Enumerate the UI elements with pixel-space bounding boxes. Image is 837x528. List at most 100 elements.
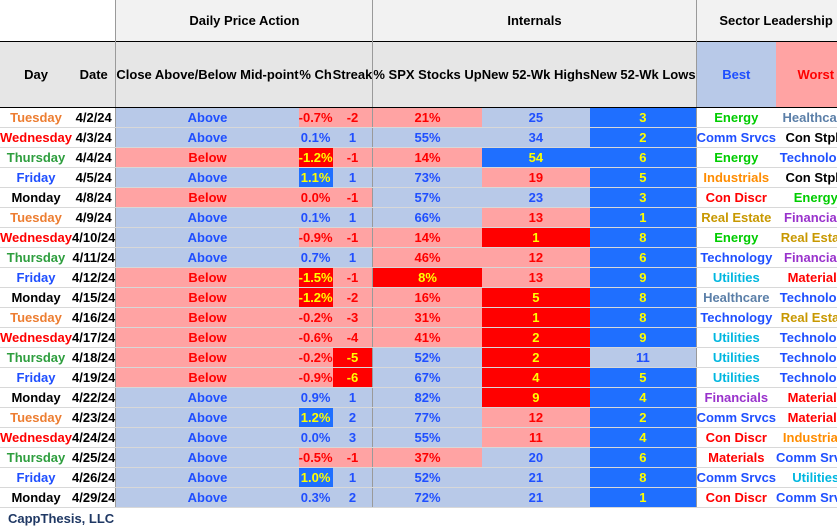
cell-close-midpoint: Above <box>115 227 299 248</box>
cell-day: Wednesday <box>0 227 73 248</box>
cell-date: 4/2/24 <box>72 107 116 128</box>
cell-close-midpoint: Above <box>115 427 299 448</box>
cell-best-sector: Energy <box>695 227 777 248</box>
cell-streak: -1 <box>332 447 373 468</box>
cell-date: 4/29/24 <box>72 487 116 508</box>
cell-day: Wednesday <box>0 127 73 148</box>
column-header-worst: Worst <box>776 41 837 108</box>
cell-streak: -4 <box>332 327 373 348</box>
table-row: Thursday 4/4/24 Below -1.2% -1 14% 54 6 Energy Te… <box>0 147 837 168</box>
cell-date: 4/26/24 <box>72 467 116 488</box>
cell-best-sector: Materials <box>695 447 777 468</box>
table-row: Monday 4/8/24 Below 0.0% -1 57% 23 3 Con Discr En… <box>0 187 837 208</box>
cell-day: Tuesday <box>0 407 73 428</box>
cell-pct-change: 1.1% <box>298 167 333 188</box>
cell-new-lows: 6 <box>590 147 697 168</box>
cell-new-highs: 12 <box>481 247 591 268</box>
cell-streak: -1 <box>332 187 373 208</box>
cell-spx-stocks-up: 14% <box>372 227 482 248</box>
cell-date: 4/16/24 <box>72 307 116 328</box>
cell-worst-sector: Comm Srvcs <box>776 487 837 508</box>
cell-best-sector: Con Discr <box>695 487 777 508</box>
group-header-sector-leadership: Sector Leadership <box>695 0 837 42</box>
column-header-spx-stocks-up: % SPX Stocks Up <box>372 41 482 108</box>
column-header-best: Best <box>695 41 777 108</box>
cell-streak: 1 <box>332 127 373 148</box>
cell-new-lows: 3 <box>590 187 697 208</box>
cell-new-highs: 5 <box>481 287 591 308</box>
cell-best-sector: Comm Srvcs <box>695 127 777 148</box>
cell-date: 4/24/24 <box>72 427 116 448</box>
cell-day: Monday <box>0 387 73 408</box>
table-row: Monday 4/22/24 Above 0.9% 1 82% 9 4 Financials Ma… <box>0 387 837 408</box>
cell-new-highs: 21 <box>481 467 591 488</box>
cell-worst-sector: Healthcare <box>776 107 837 128</box>
cell-new-highs: 2 <box>481 327 591 348</box>
cell-new-lows: 11 <box>590 347 697 368</box>
cell-close-midpoint: Below <box>115 287 299 308</box>
cell-new-highs: 4 <box>481 367 591 388</box>
cell-pct-change: -0.6% <box>298 327 333 348</box>
table-row: Wednesday 4/24/24 Above 0.0% 3 55% 11 4 Con Disc… <box>0 427 837 448</box>
cell-close-midpoint: Above <box>115 487 299 508</box>
cell-streak: 1 <box>332 247 373 268</box>
cell-day: Friday <box>0 267 73 288</box>
cell-worst-sector: Materials <box>776 407 837 428</box>
cell-new-lows: 2 <box>590 407 697 428</box>
cell-new-lows: 9 <box>590 327 697 348</box>
cell-best-sector: Industrials <box>695 167 777 188</box>
cell-streak: 1 <box>332 387 373 408</box>
cell-worst-sector: Technology <box>776 287 837 308</box>
cell-new-highs: 19 <box>481 167 591 188</box>
cell-worst-sector: Financials <box>776 207 837 228</box>
cell-day: Wednesday <box>0 427 73 448</box>
cell-new-highs: 21 <box>481 487 591 508</box>
cell-best-sector: Energy <box>695 147 777 168</box>
column-header-close-midpoint: Close Above/Below Mid-point <box>115 41 299 108</box>
column-header-new-highs: New 52-Wk Highs <box>481 41 591 108</box>
cell-new-highs: 23 <box>481 187 591 208</box>
cell-date: 4/25/24 <box>72 447 116 468</box>
cell-new-highs: 12 <box>481 407 591 428</box>
cell-date: 4/11/24 <box>72 247 116 268</box>
cell-close-midpoint: Below <box>115 347 299 368</box>
cell-pct-change: -1.2% <box>298 287 333 308</box>
cell-date: 4/5/24 <box>72 167 116 188</box>
cell-worst-sector: Technology <box>776 367 837 388</box>
cell-best-sector: Real Estate <box>695 207 777 228</box>
cell-spx-stocks-up: 52% <box>372 467 482 488</box>
cell-pct-change: -0.2% <box>298 307 333 328</box>
cell-spx-stocks-up: 8% <box>372 267 482 288</box>
cell-spx-stocks-up: 31% <box>372 307 482 328</box>
cell-new-highs: 1 <box>481 227 591 248</box>
cell-best-sector: Utilities <box>695 367 777 388</box>
column-header-streak: Streak <box>332 41 373 108</box>
market-breadth-table: Daily Price Action Internals Sector Lead… <box>0 0 837 508</box>
cell-best-sector: Technology <box>695 307 777 328</box>
column-header-date: Date <box>72 41 116 108</box>
cell-close-midpoint: Below <box>115 267 299 288</box>
cell-streak: -2 <box>332 287 373 308</box>
cell-best-sector: Con Discr <box>695 427 777 448</box>
cell-spx-stocks-up: 55% <box>372 427 482 448</box>
table-row: Thursday 4/18/24 Below -0.2% -5 52% 2 11 Utiliti… <box>0 347 837 368</box>
cell-date: 4/23/24 <box>72 407 116 428</box>
cell-streak: -2 <box>332 107 373 128</box>
cell-pct-change: -0.9% <box>298 367 333 388</box>
cell-day: Friday <box>0 167 73 188</box>
cell-spx-stocks-up: 55% <box>372 127 482 148</box>
cell-close-midpoint: Above <box>115 247 299 268</box>
cell-new-lows: 6 <box>590 247 697 268</box>
cell-streak: 1 <box>332 207 373 228</box>
cell-day: Monday <box>0 287 73 308</box>
cell-pct-change: 1.2% <box>298 407 333 428</box>
cell-best-sector: Utilities <box>695 267 777 288</box>
cell-worst-sector: Technology <box>776 327 837 348</box>
cell-pct-change: -0.9% <box>298 227 333 248</box>
cell-day: Monday <box>0 187 73 208</box>
cell-day: Tuesday <box>0 107 73 128</box>
cell-new-lows: 8 <box>590 287 697 308</box>
cell-date: 4/15/24 <box>72 287 116 308</box>
cell-date: 4/3/24 <box>72 127 116 148</box>
cell-date: 4/9/24 <box>72 207 116 228</box>
